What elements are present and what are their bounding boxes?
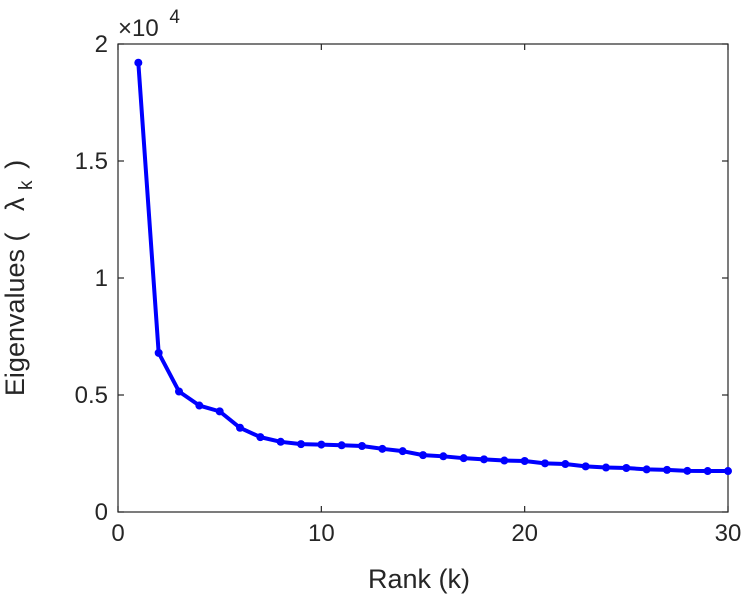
x-tick-label: 20 — [511, 520, 538, 547]
data-point — [317, 440, 326, 449]
data-point — [683, 466, 692, 475]
data-point — [256, 433, 265, 442]
data-point — [215, 407, 224, 416]
data-point — [500, 456, 509, 465]
data-point — [480, 455, 488, 464]
y-axis-label-close: ) — [0, 160, 30, 169]
y-tick-label: 0.5 — [75, 382, 108, 409]
data-point — [459, 454, 468, 463]
data-point — [622, 464, 631, 473]
data-point — [236, 423, 244, 432]
data-point — [520, 456, 529, 465]
data-point — [439, 452, 448, 461]
data-point — [642, 465, 651, 474]
y-tick-label: 1.5 — [75, 148, 108, 175]
x-tick-label: 0 — [111, 520, 124, 547]
plot-area — [117, 43, 729, 513]
y-multiplier-base: ×10 — [118, 15, 159, 42]
data-point — [581, 462, 590, 471]
y-axis-label-text: Eigenvalues ( — [0, 232, 30, 396]
x-axis-label: Rank (k) — [368, 564, 470, 594]
data-point — [703, 467, 712, 476]
y-axis-multiplier: ×10 4 — [118, 7, 180, 42]
series-layer — [134, 58, 732, 476]
data-point — [175, 387, 183, 396]
data-point — [724, 467, 732, 476]
x-tick-label: 10 — [308, 520, 335, 547]
y-axis-label-subscript: k — [16, 180, 37, 190]
data-point — [602, 463, 610, 472]
data-point — [561, 460, 570, 469]
data-point — [195, 401, 204, 410]
data-point — [276, 437, 285, 446]
axis-ticks: 0 10 20 30 0 0.5 1 1.5 2 — [75, 31, 742, 547]
data-point — [541, 459, 549, 468]
y-tick-label: 0 — [95, 499, 108, 526]
y-axis-label-symbol: λ — [0, 197, 30, 211]
data-point — [134, 58, 143, 67]
data-point — [358, 442, 366, 451]
y-multiplier-exponent: 4 — [169, 7, 180, 28]
data-point — [154, 348, 163, 357]
data-point — [419, 451, 427, 460]
data-point — [297, 440, 305, 449]
x-tick-label: 30 — [715, 520, 742, 547]
y-tick-label: 2 — [95, 31, 108, 58]
data-point — [378, 444, 387, 453]
data-point — [663, 465, 671, 474]
data-point — [398, 447, 407, 456]
data-point — [337, 441, 346, 450]
y-axis-label: Eigenvalues ( λ k ) — [0, 160, 38, 396]
plot-frame — [117, 43, 729, 513]
series-line — [136, 60, 730, 474]
y-tick-label: 1 — [95, 265, 108, 292]
